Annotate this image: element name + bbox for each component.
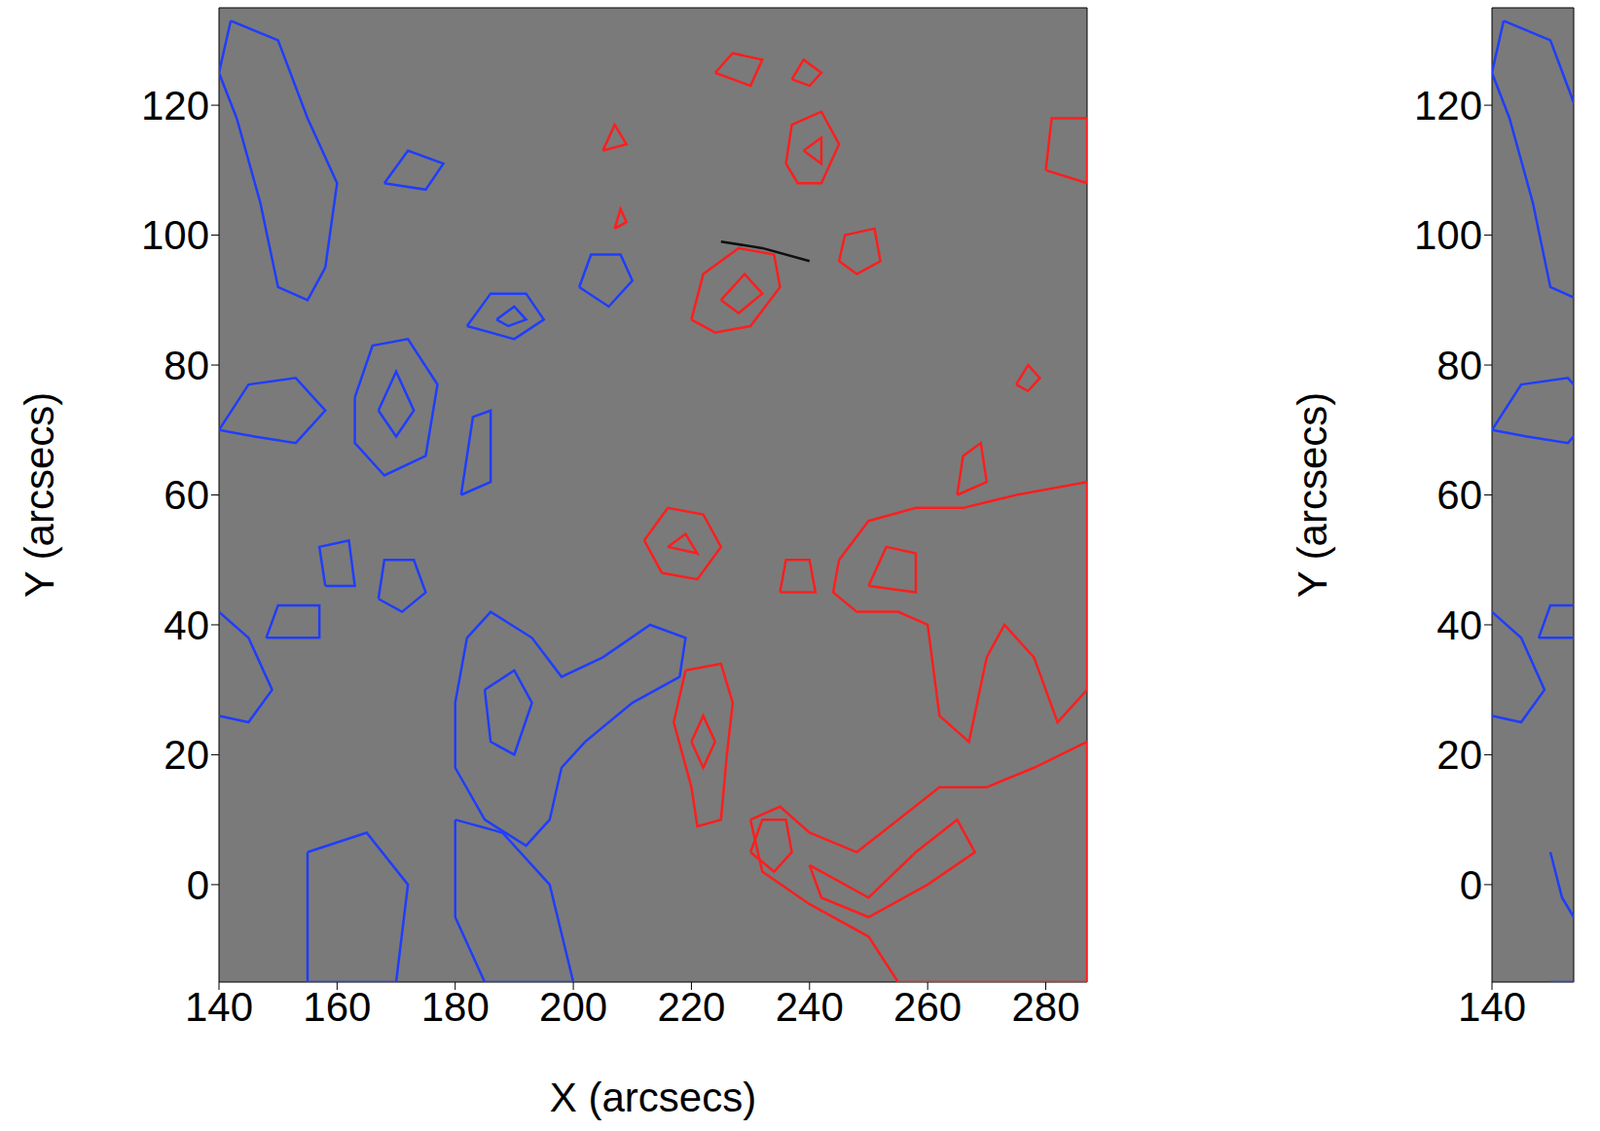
svg-text:60: 60 [163,472,210,518]
svg-text:60: 60 [1436,472,1483,518]
svg-text:240: 240 [775,983,844,1030]
svg-text:0: 0 [186,862,210,909]
svg-text:280: 280 [1011,983,1080,1030]
svg-text:260: 260 [893,983,962,1030]
svg-text:80: 80 [1436,342,1483,389]
svg-text:20: 20 [163,731,210,778]
svg-text:Y (arcsecs): Y (arcsecs) [16,392,63,599]
svg-text:80: 80 [163,342,210,389]
svg-text:40: 40 [163,602,210,649]
svg-text:200: 200 [539,983,608,1030]
svg-text:220: 220 [656,983,726,1030]
svg-text:Y (arcsecs): Y (arcsecs) [1289,392,1336,599]
svg-text:0: 0 [1459,862,1483,909]
svg-text:120: 120 [1414,82,1483,129]
svg-text:120: 120 [141,82,210,129]
svg-text:180: 180 [421,983,490,1030]
svg-text:140: 140 [184,983,254,1030]
svg-text:100: 100 [1414,212,1483,258]
svg-text:20: 20 [1436,731,1483,778]
svg-text:160: 160 [302,983,371,1030]
svg-text:40: 40 [1436,602,1483,649]
svg-text:X (arcsecs): X (arcsecs) [549,1074,757,1121]
svg-text:100: 100 [141,212,210,258]
svg-text:140: 140 [1457,983,1527,1030]
